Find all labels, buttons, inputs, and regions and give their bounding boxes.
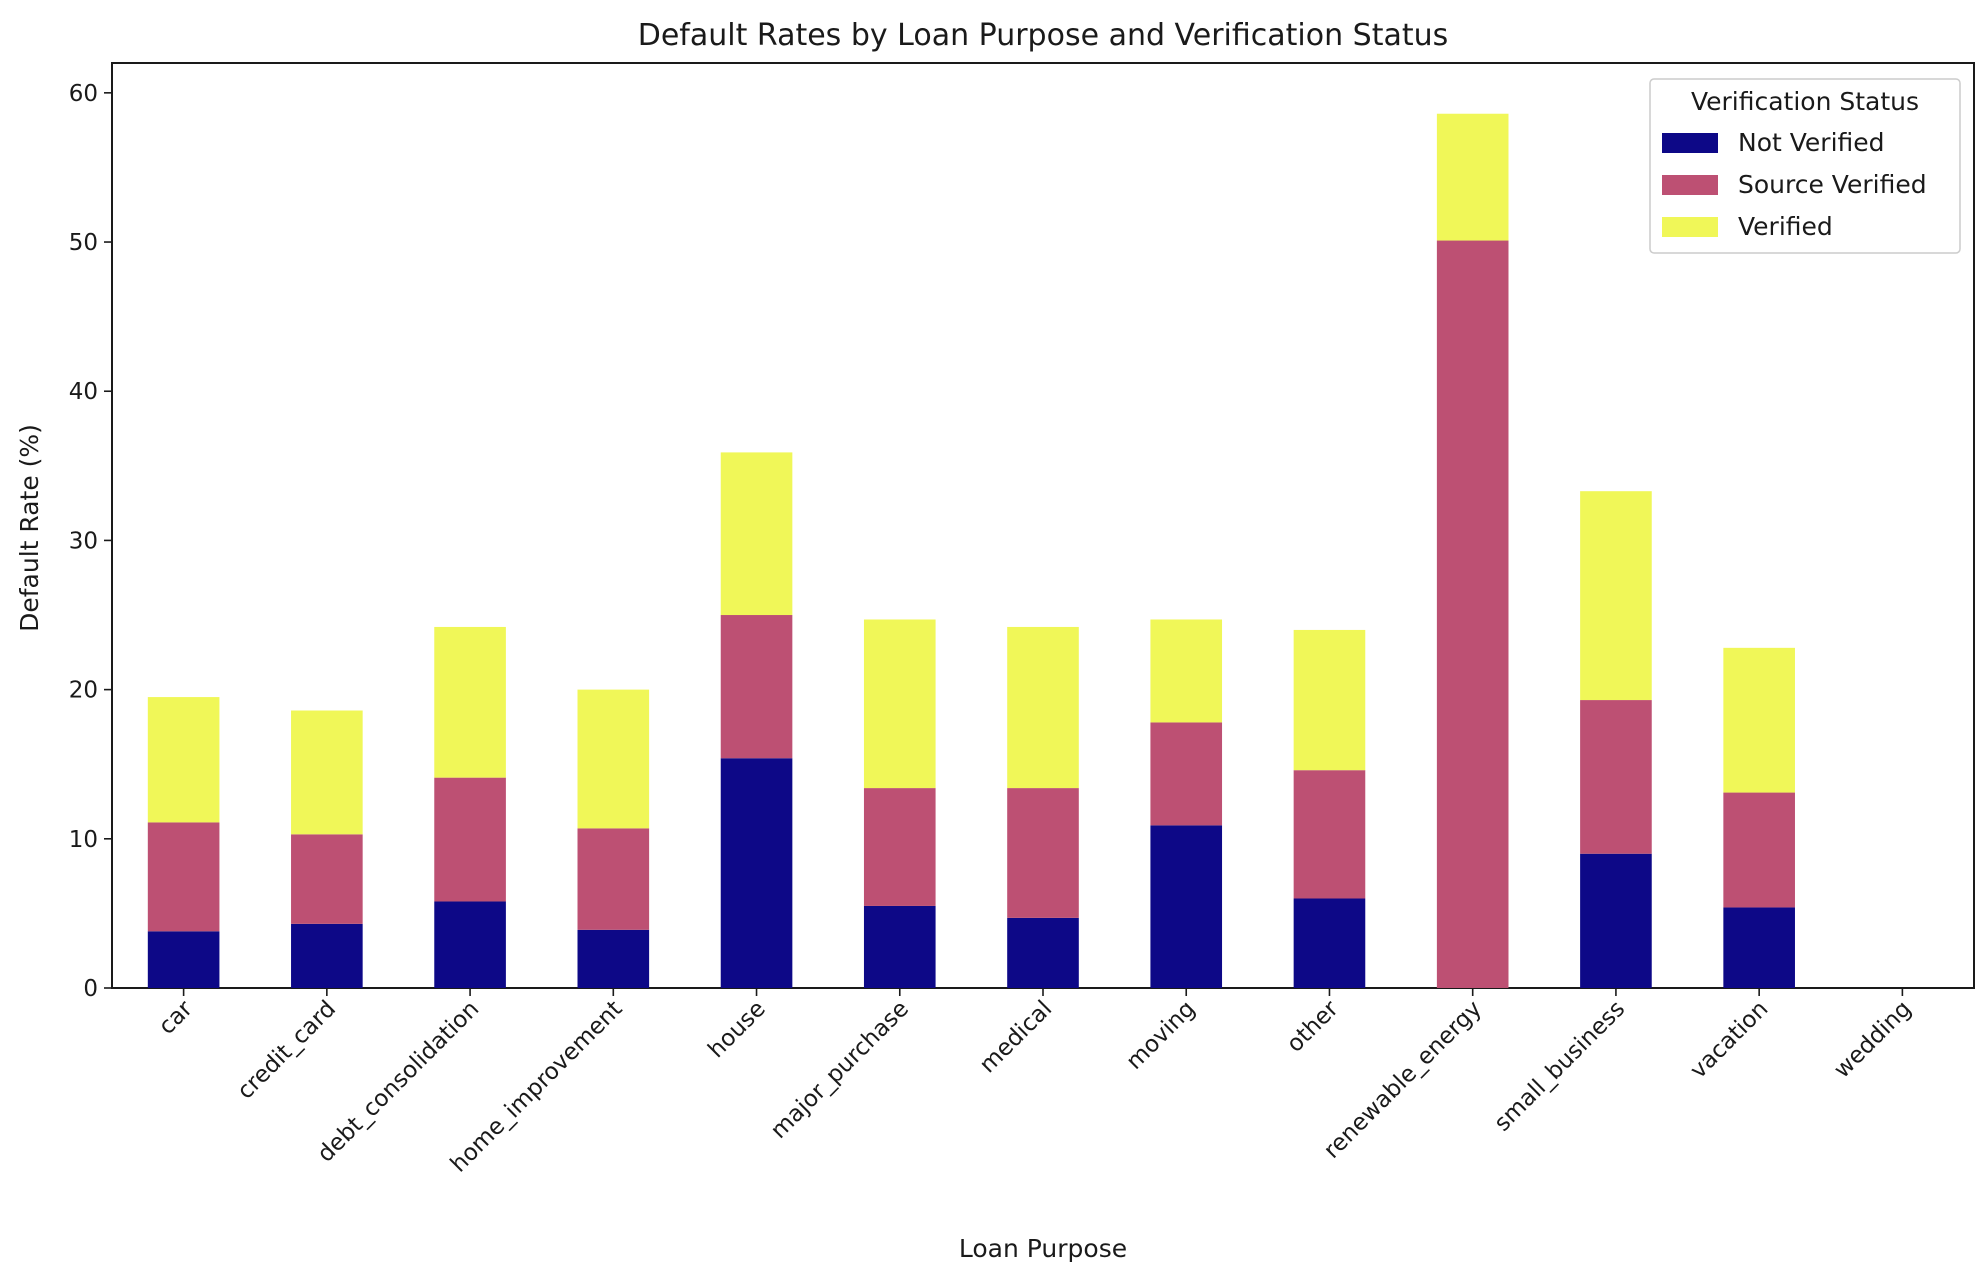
y-tick-label: 20 xyxy=(69,678,98,704)
legend-box xyxy=(1649,78,1961,254)
bar-moving-source-verified xyxy=(1150,722,1223,826)
bar-medical-verified xyxy=(1007,626,1079,789)
bar-house-verified xyxy=(720,452,793,616)
bar-credit-card-verified xyxy=(291,710,363,835)
y-tick-label: 30 xyxy=(69,528,98,554)
bar-debt-consolidation-not-verified xyxy=(434,901,506,988)
legend-swatch-source-verified xyxy=(1662,175,1718,195)
legend: Verification Status Not Verified Source V… xyxy=(1649,78,1961,254)
y-tick-label: 40 xyxy=(69,379,98,405)
bar-major-purchase-not-verified xyxy=(863,905,936,988)
legend-swatch-not-verified xyxy=(1662,133,1718,153)
bar-house-source-verified xyxy=(720,615,793,759)
bar-debt-consolidation-verified xyxy=(434,626,506,778)
x-axis-label: Loan Purpose xyxy=(959,1234,1127,1263)
legend-label-not-verified: Not Verified xyxy=(1738,128,1885,157)
bar-vacation-source-verified xyxy=(1723,792,1795,908)
bar-debt-consolidation-source-verified xyxy=(434,777,506,902)
bar-small-business-verified xyxy=(1580,491,1652,701)
legend-label-source-verified: Source Verified xyxy=(1738,170,1927,199)
bar-small-business-not-verified xyxy=(1580,853,1652,988)
bar-vacation-not-verified xyxy=(1723,907,1795,988)
y-tick-label: 50 xyxy=(69,230,98,256)
y-tick-label: 0 xyxy=(83,976,98,1002)
legend-title: Verification Status xyxy=(1691,87,1919,116)
bar-other-not-verified xyxy=(1293,898,1366,988)
legend-label-verified: Verified xyxy=(1738,212,1833,241)
chart-title: Default Rates by Loan Purpose and Verifi… xyxy=(638,18,1449,53)
bar-other-source-verified xyxy=(1293,770,1366,899)
bar-home-improvement-verified xyxy=(577,689,650,829)
y-axis-label: Default Rate (%) xyxy=(15,424,44,632)
bar-moving-verified xyxy=(1150,619,1223,723)
bar-medical-not-verified xyxy=(1007,917,1079,988)
y-tick-label: 10 xyxy=(69,827,98,853)
bar-major-purchase-source-verified xyxy=(863,788,936,906)
bar-car-source-verified xyxy=(147,822,220,932)
bar-major-purchase-verified xyxy=(863,619,936,789)
bar-credit-card-not-verified xyxy=(291,923,363,988)
y-axis: 0 10 20 30 40 50 60 xyxy=(69,81,112,1002)
bar-home-improvement-not-verified xyxy=(577,929,650,988)
legend-items: Not Verified Source Verified Verified xyxy=(1662,128,1927,241)
bars-layer xyxy=(147,113,1795,989)
bar-medical-source-verified xyxy=(1007,788,1079,918)
bar-vacation-verified xyxy=(1723,647,1795,793)
bar-car-not-verified xyxy=(147,931,220,988)
bar-car-verified xyxy=(147,697,220,823)
bar-house-not-verified xyxy=(720,758,793,988)
bar-credit-card-source-verified xyxy=(291,834,363,924)
legend-swatch-verified xyxy=(1662,217,1718,237)
bar-renewable-energy-verified xyxy=(1436,113,1509,241)
y-tick-label: 60 xyxy=(69,81,98,107)
bar-renewable-energy-source-verified xyxy=(1436,240,1509,989)
bar-other-verified xyxy=(1293,629,1366,771)
bar-small-business-source-verified xyxy=(1580,700,1652,854)
bar-moving-not-verified xyxy=(1150,825,1223,988)
bar-home-improvement-source-verified xyxy=(577,828,650,930)
